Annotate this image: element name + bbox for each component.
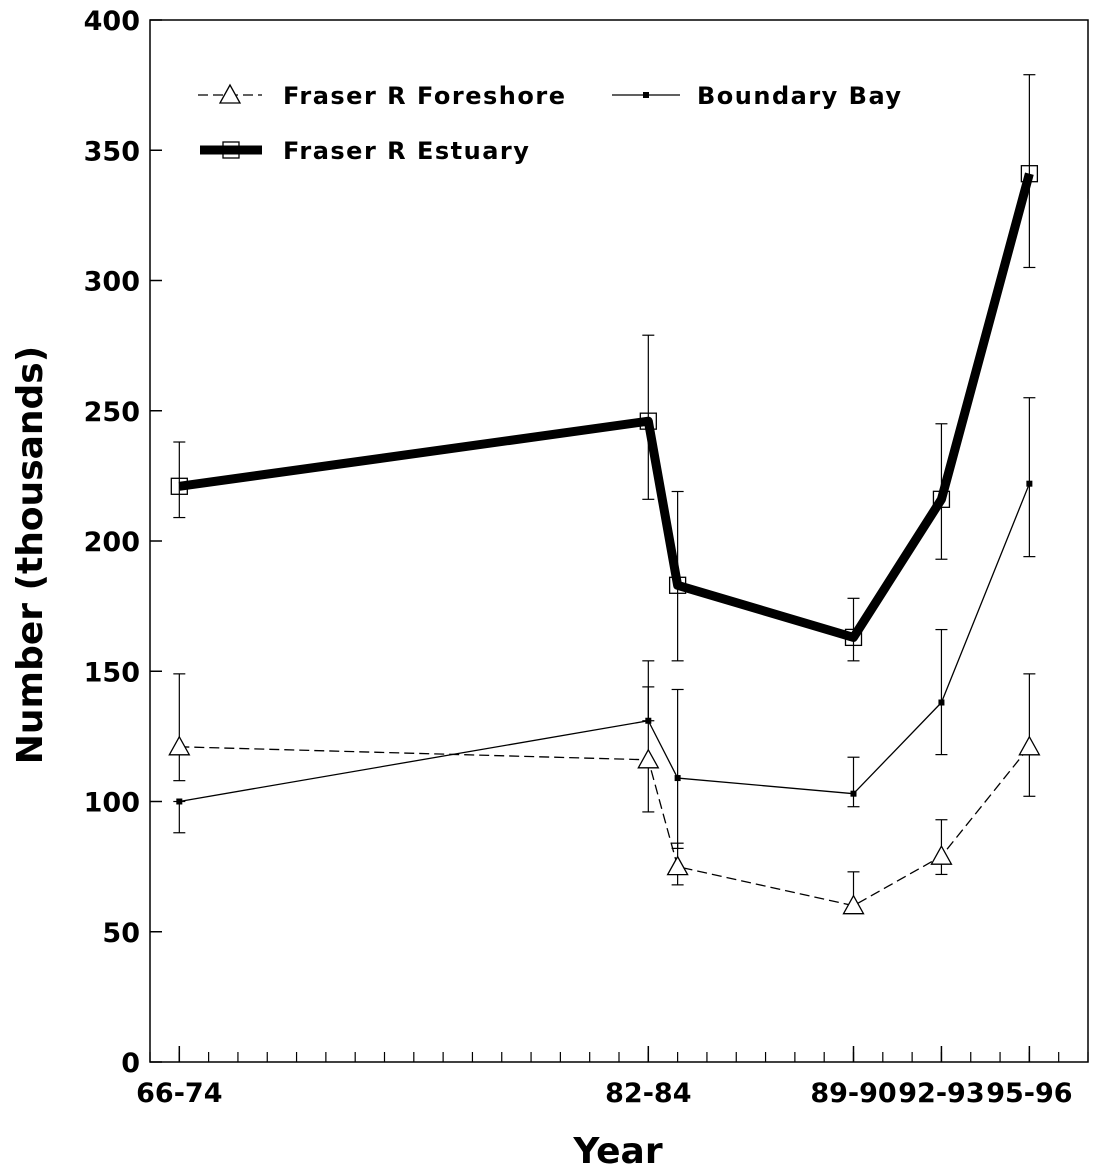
legend-item: Fraser R Foreshore	[198, 82, 566, 110]
series-line	[178, 172, 1034, 642]
legend-label: Boundary Bay	[697, 82, 903, 110]
y-tick-label: 350	[84, 136, 140, 167]
triangle-marker	[637, 748, 660, 769]
y-tick-label: 400	[84, 6, 140, 37]
y-tick-label: 100	[84, 788, 140, 819]
plot-frame	[149, 19, 1089, 1063]
point-marker	[850, 790, 857, 797]
square-marker	[668, 576, 687, 594]
x-tick-label: 66-74	[136, 1078, 222, 1109]
y-tick-label: 0	[121, 1048, 140, 1079]
point-marker	[1026, 480, 1033, 487]
series-fraser-r-foreshore	[168, 673, 1041, 915]
point-marker	[176, 798, 183, 805]
plot-border	[149, 19, 1089, 1063]
point-marker	[938, 699, 945, 706]
y-tick-label: 250	[84, 397, 140, 428]
y-tick-label: 300	[84, 267, 140, 298]
square-marker	[639, 412, 657, 430]
x-tick-label: 82-84	[605, 1078, 691, 1109]
triangle-marker	[1018, 735, 1041, 756]
y-tick-label: 150	[84, 657, 140, 688]
legend-item: Boundary Bay	[612, 82, 903, 110]
y-tick-label: 50	[102, 918, 140, 949]
triangle-marker	[168, 735, 191, 756]
legend: Fraser R Foreshore Boundary Bay Fraser R E…	[198, 82, 903, 165]
point-marker	[645, 717, 652, 724]
square-marker	[1020, 165, 1039, 183]
x-tick-label: 89-90	[810, 1078, 896, 1109]
point-marker	[643, 92, 649, 98]
square-marker	[222, 141, 240, 159]
x-tick-label: 95-96	[986, 1078, 1072, 1109]
legend-label: Fraser R Estuary	[283, 137, 530, 165]
y-tick-label: 200	[84, 527, 140, 558]
x-axis: 66-74 82-84 89-90 92-93 95-96	[136, 1046, 1089, 1109]
y-axis: 0 50 100 150 200 250 300 350 400	[84, 6, 162, 1079]
square-marker	[170, 477, 188, 495]
triangle-marker	[666, 855, 689, 876]
square-marker	[844, 628, 863, 647]
legend-item: Fraser R Estuary	[200, 137, 530, 165]
series-fraser-r-estuary	[170, 74, 1039, 662]
x-axis-title: Year	[572, 1131, 662, 1171]
triangle-marker	[218, 83, 242, 104]
square-marker	[932, 490, 951, 508]
x-tick-label: 92-93	[898, 1078, 984, 1109]
triangle-marker	[842, 894, 865, 915]
series-line	[179, 746, 1030, 907]
series-layer	[168, 74, 1041, 915]
point-marker	[674, 775, 681, 782]
y-axis-title: Number (thousands)	[10, 346, 51, 764]
legend-label: Fraser R Foreshore	[283, 82, 566, 110]
series-boundary-bay	[173, 397, 1036, 849]
triangle-marker	[930, 844, 953, 865]
series-line	[179, 483, 1030, 803]
